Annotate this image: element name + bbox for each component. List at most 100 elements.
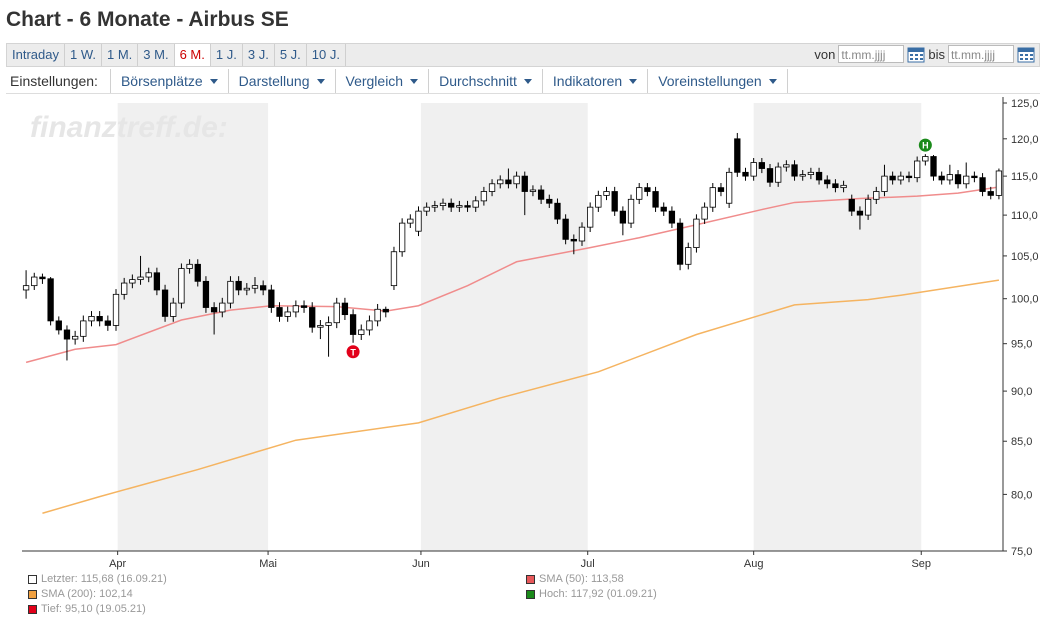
menu-dropdown[interactable]: Börsenplätze bbox=[109, 69, 228, 93]
page-title: Chart - 6 Monate - Airbus SE bbox=[6, 8, 289, 31]
tab[interactable]: 10 J. bbox=[307, 44, 346, 66]
tab[interactable]: 6 M. bbox=[174, 44, 211, 66]
candle-body bbox=[300, 305, 308, 308]
candle-body bbox=[668, 210, 676, 224]
candle-body bbox=[251, 285, 259, 289]
x-tick-label: Mai bbox=[259, 558, 277, 570]
candle-body bbox=[194, 263, 201, 282]
candle-body bbox=[464, 205, 471, 208]
calendar-icon[interactable] bbox=[1017, 45, 1035, 63]
y-tick-label: 110,0 bbox=[1011, 210, 1038, 222]
candle-body bbox=[366, 320, 373, 331]
candle-body bbox=[529, 189, 537, 192]
x-tick-label: Aug bbox=[744, 558, 764, 570]
from-label: von bbox=[814, 46, 836, 62]
candle-body bbox=[873, 191, 880, 200]
candle-body bbox=[627, 198, 635, 224]
legend-item: Letzter: 115,68 (16.09.21) bbox=[28, 572, 526, 586]
candle-body bbox=[186, 263, 193, 269]
toolbar: Einstellungen: Börsenplätze Darstellung Ve… bbox=[6, 69, 1040, 94]
candle-body bbox=[390, 251, 398, 287]
candle-body bbox=[570, 238, 577, 242]
candle-body bbox=[848, 198, 855, 212]
legend-swatch bbox=[28, 574, 37, 584]
menu-dropdown[interactable]: Darstellung bbox=[227, 69, 335, 93]
moving-average-line bbox=[42, 279, 1000, 514]
candle-body bbox=[431, 205, 438, 208]
menu-dropdown[interactable]: Voreinstellungen bbox=[647, 69, 788, 93]
candle-body bbox=[276, 307, 283, 317]
candle-body bbox=[415, 210, 422, 232]
candle-body bbox=[734, 138, 741, 173]
to-input[interactable]: tt.mm.jjjj bbox=[948, 45, 1014, 63]
candle-body bbox=[840, 184, 847, 189]
candle-body bbox=[963, 175, 970, 185]
candle-body bbox=[80, 320, 87, 337]
candle-body bbox=[938, 175, 945, 181]
tab-bar: Intraday 1 W. 1 M. 3 M. 6 M. 1 J. 3 J. 5 J. 10 J… bbox=[6, 43, 1040, 67]
candle-body bbox=[292, 305, 300, 313]
candle-body bbox=[587, 206, 594, 228]
candle-body bbox=[505, 179, 512, 185]
y-tick-label: 90,0 bbox=[1011, 386, 1032, 398]
calendar-icon[interactable] bbox=[907, 45, 925, 63]
tab[interactable]: 1 J. bbox=[211, 44, 243, 66]
legend: Letzter: 115,68 (16.09.21) SMA (50): 113,… bbox=[28, 572, 826, 616]
candle-body bbox=[317, 325, 324, 328]
candle-body bbox=[284, 311, 291, 317]
candle-body bbox=[922, 156, 929, 162]
x-tick-label: Jul bbox=[581, 558, 595, 570]
from-input[interactable]: tt.mm.jjjj bbox=[838, 45, 905, 63]
legend-label: SMA (200): 102,14 bbox=[41, 588, 133, 600]
extreme-marker bbox=[346, 345, 360, 359]
candle-body bbox=[979, 177, 986, 192]
date-range: von tt.mm.jjjj bis tt.mm.jjjj bbox=[814, 45, 1035, 63]
candle-body bbox=[987, 191, 994, 196]
candle-body bbox=[636, 187, 643, 200]
menu-dropdown[interactable]: Vergleich bbox=[334, 69, 429, 93]
candle-body bbox=[358, 329, 365, 335]
candle-body bbox=[856, 210, 864, 216]
candle-body bbox=[398, 222, 406, 253]
candle-body bbox=[685, 247, 692, 265]
tab[interactable]: 3 J. bbox=[243, 44, 275, 66]
candle-body bbox=[619, 210, 627, 224]
candle-body bbox=[954, 174, 962, 185]
tab[interactable]: 1 M. bbox=[102, 44, 139, 66]
y-tick-label: 95,0 bbox=[1011, 339, 1032, 351]
tab[interactable]: 1 W. bbox=[65, 44, 102, 66]
legend-label: Hoch: 117,92 (01.09.21) bbox=[539, 588, 657, 600]
candle-body bbox=[472, 200, 479, 208]
candle-body bbox=[521, 175, 528, 192]
candle-body bbox=[333, 302, 340, 324]
candle-body bbox=[783, 164, 790, 168]
candle-body bbox=[374, 308, 381, 322]
legend-label: SMA (50): 113,58 bbox=[539, 573, 624, 585]
menu-dropdown[interactable]: Durchschnitt bbox=[428, 69, 542, 93]
candle-body bbox=[864, 198, 872, 216]
candle-body bbox=[309, 307, 316, 328]
candle-body bbox=[693, 218, 700, 248]
tab[interactable]: 3 M. bbox=[138, 44, 175, 66]
candle-body bbox=[243, 287, 250, 291]
candle-body bbox=[112, 293, 120, 326]
candle-body bbox=[750, 162, 757, 177]
candle-body bbox=[676, 222, 684, 265]
candle-body bbox=[268, 289, 275, 308]
candle-body bbox=[137, 276, 144, 281]
menu-dropdown[interactable]: Indikatoren bbox=[541, 69, 647, 93]
candle-body bbox=[121, 282, 128, 295]
extreme-marker-label: T bbox=[350, 347, 356, 357]
tab[interactable]: 5 J. bbox=[275, 44, 307, 66]
candle-body bbox=[807, 171, 815, 176]
candle-body bbox=[349, 314, 357, 335]
candle-body bbox=[889, 175, 896, 181]
candle-body bbox=[914, 160, 921, 179]
candle-body bbox=[456, 205, 463, 208]
candle-body bbox=[562, 218, 569, 240]
candle-body bbox=[832, 183, 839, 189]
candle-body bbox=[513, 175, 520, 185]
tab[interactable]: Intraday bbox=[7, 44, 65, 66]
candle-body bbox=[611, 191, 618, 212]
